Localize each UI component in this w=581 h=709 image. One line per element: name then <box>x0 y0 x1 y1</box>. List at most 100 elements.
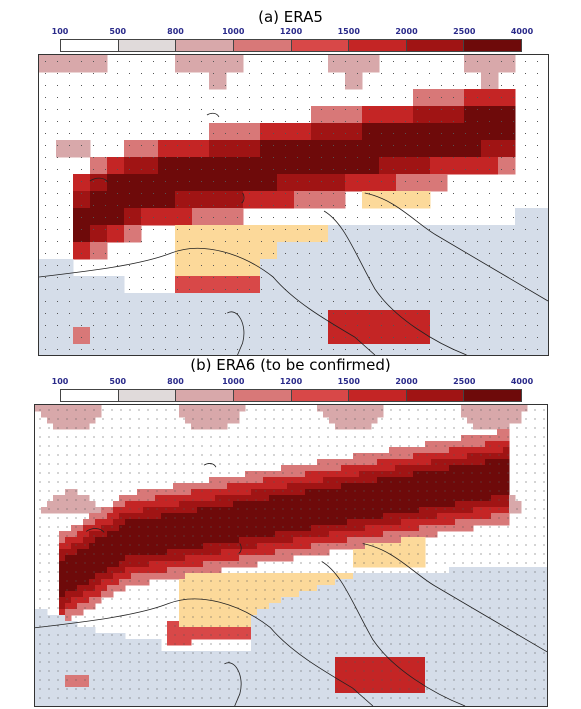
map-cell <box>287 507 294 514</box>
map-cell <box>167 669 174 676</box>
map-cell <box>53 669 60 676</box>
map-cell <box>191 681 198 688</box>
map-cell <box>311 543 318 550</box>
map-cell <box>389 621 396 628</box>
map-cell <box>293 633 300 640</box>
map-cell <box>277 259 295 277</box>
map-cell <box>101 657 108 664</box>
map-cell <box>407 525 414 532</box>
map-cell <box>447 123 465 141</box>
map-cell <box>203 603 210 610</box>
map-cell <box>89 537 96 544</box>
map-cell <box>125 543 132 550</box>
coastline <box>227 311 245 355</box>
map-cell <box>509 597 516 604</box>
map-cell <box>371 465 378 472</box>
map-cell <box>383 603 390 610</box>
map-cell <box>341 537 348 544</box>
map-cell <box>449 621 456 628</box>
map-cell <box>443 579 450 586</box>
map-cell <box>59 537 66 544</box>
map-cell <box>311 597 318 604</box>
map-cell <box>389 573 396 580</box>
map-cell <box>365 507 372 514</box>
map-cell <box>47 645 54 652</box>
map-cell <box>479 453 486 460</box>
colorbar-swatch <box>118 40 177 51</box>
map-cell <box>503 657 510 664</box>
map-cell <box>383 693 390 700</box>
map-cell <box>437 501 444 508</box>
map-cell <box>305 603 312 610</box>
map-cell <box>269 609 276 616</box>
map-cell <box>497 513 504 520</box>
map-cell <box>167 561 174 568</box>
map-cell <box>491 669 498 676</box>
map-cell <box>365 669 372 676</box>
map-cell <box>379 106 397 124</box>
map-cell <box>143 495 150 502</box>
map-cell <box>515 567 522 574</box>
colorbar-swatch <box>61 40 119 51</box>
map-cell <box>401 639 408 646</box>
map-cell <box>311 609 318 616</box>
map-cell <box>119 675 126 682</box>
map-cell <box>431 693 438 700</box>
map-cell <box>317 675 324 682</box>
map-cell <box>461 471 468 478</box>
map-cell <box>491 687 498 694</box>
map-cell <box>461 447 468 454</box>
map-cell <box>192 157 210 175</box>
map-cell <box>347 675 354 682</box>
map-cell <box>233 495 240 502</box>
map-cell <box>131 693 138 700</box>
map-cell <box>485 405 492 412</box>
map-cell <box>425 621 432 628</box>
map-cell <box>209 531 216 538</box>
map-cell <box>413 89 431 107</box>
map-cell <box>401 597 408 604</box>
map-cell <box>521 405 528 412</box>
map-cell <box>287 483 294 490</box>
map-cell <box>41 645 48 652</box>
map-cell <box>323 597 330 604</box>
map-cell <box>209 579 216 586</box>
map-cell <box>124 327 142 345</box>
map-cell <box>215 507 222 514</box>
map-cell <box>226 225 244 243</box>
colorbar-label: 4000 <box>510 377 534 386</box>
map-cell <box>287 639 294 646</box>
map-cell <box>347 627 354 634</box>
map-cell <box>497 477 504 484</box>
map-cell <box>275 627 282 634</box>
map-cell <box>311 157 329 175</box>
map-cell <box>149 531 156 538</box>
map-cell <box>317 699 324 706</box>
map-cell <box>293 507 300 514</box>
map-cell <box>143 573 150 580</box>
map-cell <box>365 405 372 412</box>
map-cell <box>341 507 348 514</box>
map-cell <box>383 621 390 628</box>
map-cell <box>413 293 431 311</box>
map-cell <box>299 681 306 688</box>
map-cell <box>53 501 60 508</box>
map-cell <box>479 579 486 586</box>
map-cell <box>233 663 240 670</box>
map-cell <box>149 657 156 664</box>
map-cell <box>131 525 138 532</box>
map-cell <box>239 609 246 616</box>
map-cell <box>77 597 84 604</box>
map-cell <box>227 555 234 562</box>
map-cell <box>395 645 402 652</box>
map-cell <box>71 603 78 610</box>
map-cell <box>209 537 216 544</box>
map-cell <box>389 561 396 568</box>
map-cell <box>329 645 336 652</box>
map-cell <box>77 495 84 502</box>
map-cell <box>215 549 222 556</box>
map-cell <box>461 615 468 622</box>
map-cell <box>281 519 288 526</box>
map-cell <box>449 663 456 670</box>
map-cell <box>455 567 462 574</box>
